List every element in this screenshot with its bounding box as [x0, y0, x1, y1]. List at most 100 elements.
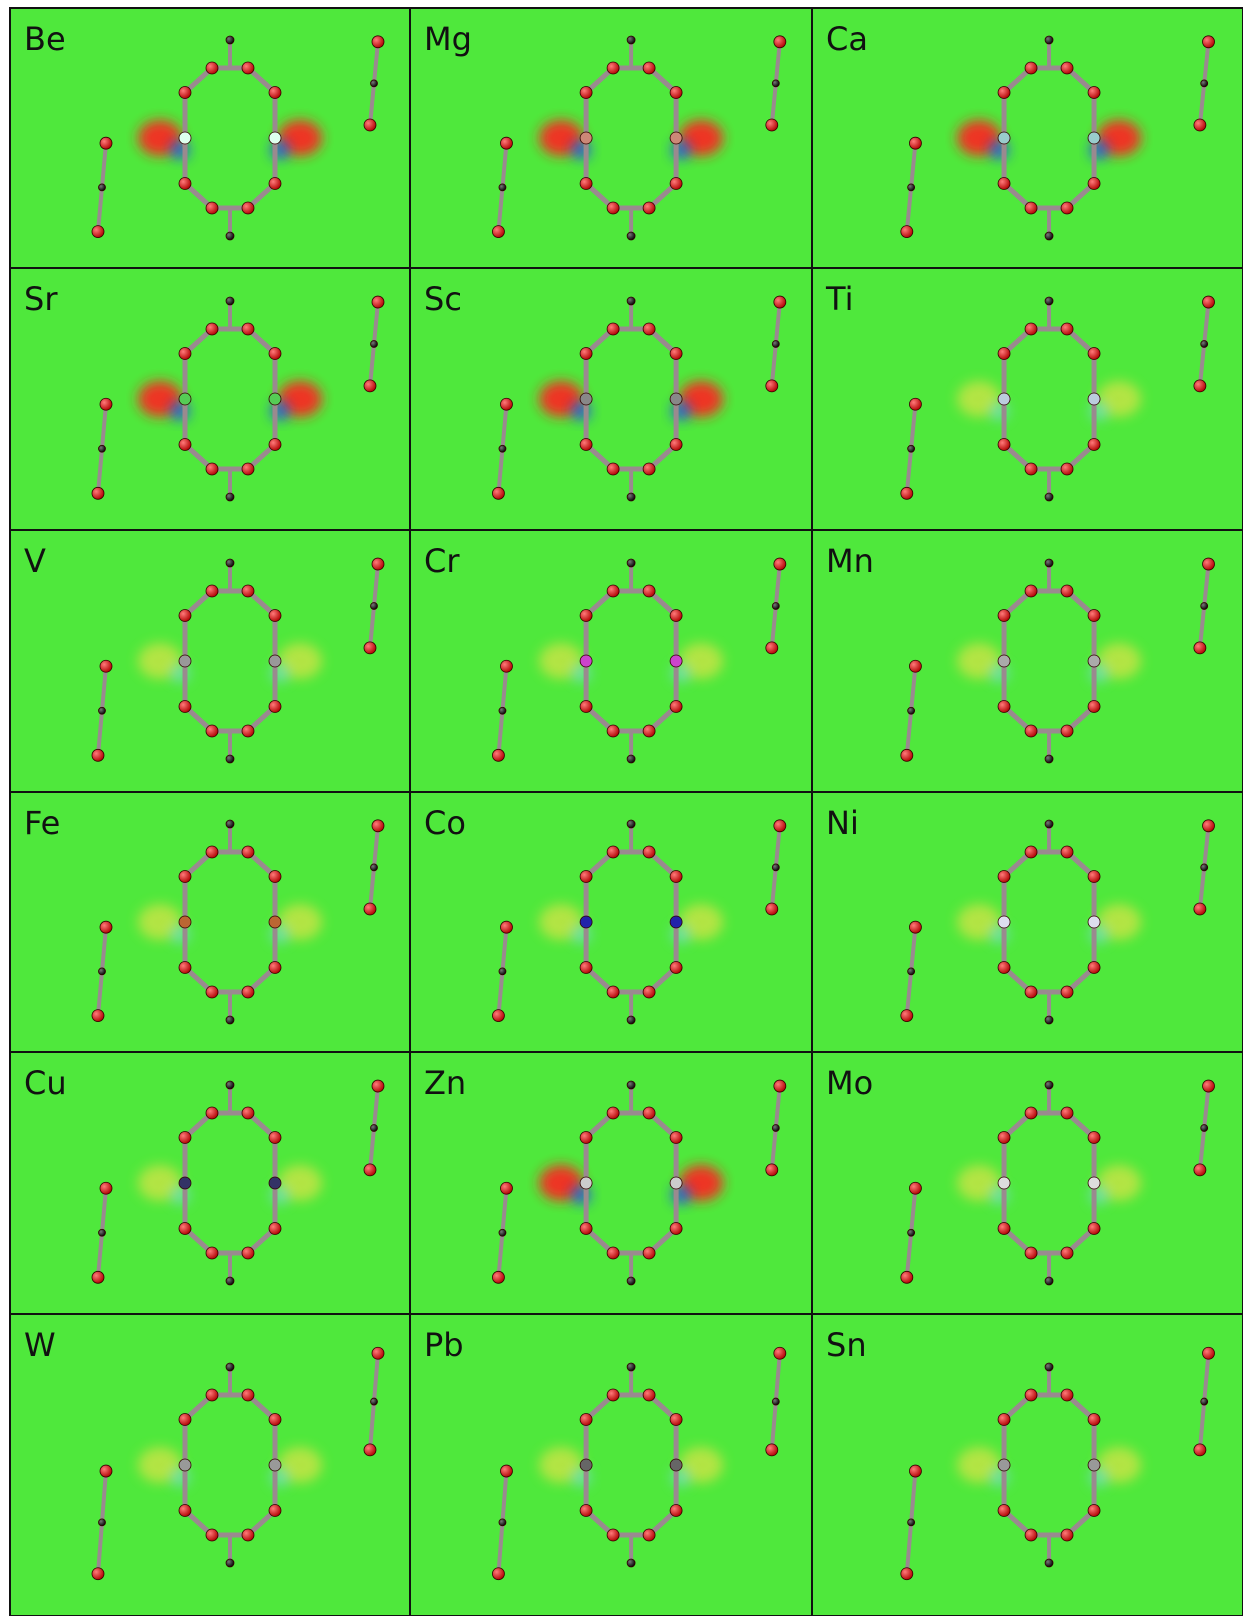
atom: [371, 864, 378, 871]
panel: Be: [10, 8, 410, 268]
atom: [670, 178, 682, 190]
panel-background: [812, 792, 1243, 1052]
atom: [670, 962, 682, 974]
panel-background: [10, 1314, 410, 1616]
atom: [1088, 132, 1100, 144]
atom: [580, 1132, 592, 1144]
atom: [901, 1271, 913, 1283]
atom: [908, 968, 915, 975]
atom: [998, 393, 1010, 405]
atom: [998, 1177, 1010, 1189]
atom: [627, 820, 635, 828]
panel: Sc: [410, 268, 812, 530]
atom: [670, 610, 682, 622]
atom: [1025, 62, 1037, 74]
atom: [1088, 87, 1100, 99]
atom: [580, 348, 592, 360]
atom: [1025, 463, 1037, 475]
atom: [100, 137, 112, 149]
atom: [500, 1465, 512, 1477]
panel: W: [10, 1314, 410, 1616]
atom: [998, 701, 1010, 713]
atom: [179, 1459, 191, 1471]
atom: [242, 62, 254, 74]
panel: Pb: [410, 1314, 812, 1616]
atom: [772, 80, 779, 87]
atom: [372, 1347, 384, 1359]
atom: [242, 323, 254, 335]
atom: [627, 1559, 635, 1567]
atom: [242, 1529, 254, 1541]
atom: [1088, 393, 1100, 405]
atom: [909, 1182, 921, 1194]
atom: [1045, 1363, 1053, 1371]
panel-label: Co: [424, 804, 466, 842]
atom: [643, 1107, 655, 1119]
panel: Mn: [812, 530, 1243, 792]
panel-background: [10, 792, 410, 1052]
atom: [1025, 846, 1037, 858]
panel-background: [410, 1052, 812, 1314]
atom: [206, 1107, 218, 1119]
atom: [364, 1444, 376, 1456]
atom: [607, 986, 619, 998]
panel-label: Be: [24, 20, 66, 58]
atom: [1088, 439, 1100, 451]
atom: [643, 1389, 655, 1401]
atom: [643, 1247, 655, 1259]
atom: [774, 36, 786, 48]
atom: [627, 1363, 635, 1371]
atom: [670, 393, 682, 405]
atom: [670, 87, 682, 99]
atom: [670, 1132, 682, 1144]
atom: [766, 380, 778, 392]
atom: [364, 1164, 376, 1176]
atom: [998, 1459, 1010, 1471]
atom: [1045, 1277, 1053, 1285]
atom: [99, 184, 106, 191]
atom: [998, 178, 1010, 190]
atom: [92, 226, 104, 238]
atom: [269, 348, 281, 360]
atom: [607, 1107, 619, 1119]
atom: [670, 1223, 682, 1235]
atom: [242, 585, 254, 597]
atom: [1088, 916, 1100, 928]
atom: [92, 487, 104, 499]
atom: [998, 1414, 1010, 1426]
panel-label: Cr: [424, 542, 460, 580]
atom: [643, 1529, 655, 1541]
atom: [269, 610, 281, 622]
atom: [580, 1177, 592, 1189]
atom: [92, 749, 104, 761]
panel-background: [10, 530, 410, 792]
atom: [901, 226, 913, 238]
atom: [1025, 323, 1037, 335]
atom: [909, 921, 921, 933]
atom: [99, 1519, 106, 1526]
panel: Sr: [10, 268, 410, 530]
panel: Cu: [10, 1052, 410, 1314]
atom: [269, 178, 281, 190]
atom: [998, 1505, 1010, 1517]
atom: [772, 340, 779, 347]
atom: [908, 1229, 915, 1236]
atom: [627, 1081, 635, 1089]
atom: [998, 1132, 1010, 1144]
atom: [670, 132, 682, 144]
atom: [372, 820, 384, 832]
atom: [607, 725, 619, 737]
panel-background: [410, 530, 812, 792]
atom: [627, 1016, 635, 1024]
atom: [1025, 1247, 1037, 1259]
atom: [774, 296, 786, 308]
atom: [580, 1414, 592, 1426]
atom: [908, 445, 915, 452]
atom: [580, 871, 592, 883]
atom: [1088, 962, 1100, 974]
atom: [908, 707, 915, 714]
atom: [1088, 1459, 1100, 1471]
atom: [269, 962, 281, 974]
atom: [179, 348, 191, 360]
panel-label: Ti: [825, 280, 853, 318]
